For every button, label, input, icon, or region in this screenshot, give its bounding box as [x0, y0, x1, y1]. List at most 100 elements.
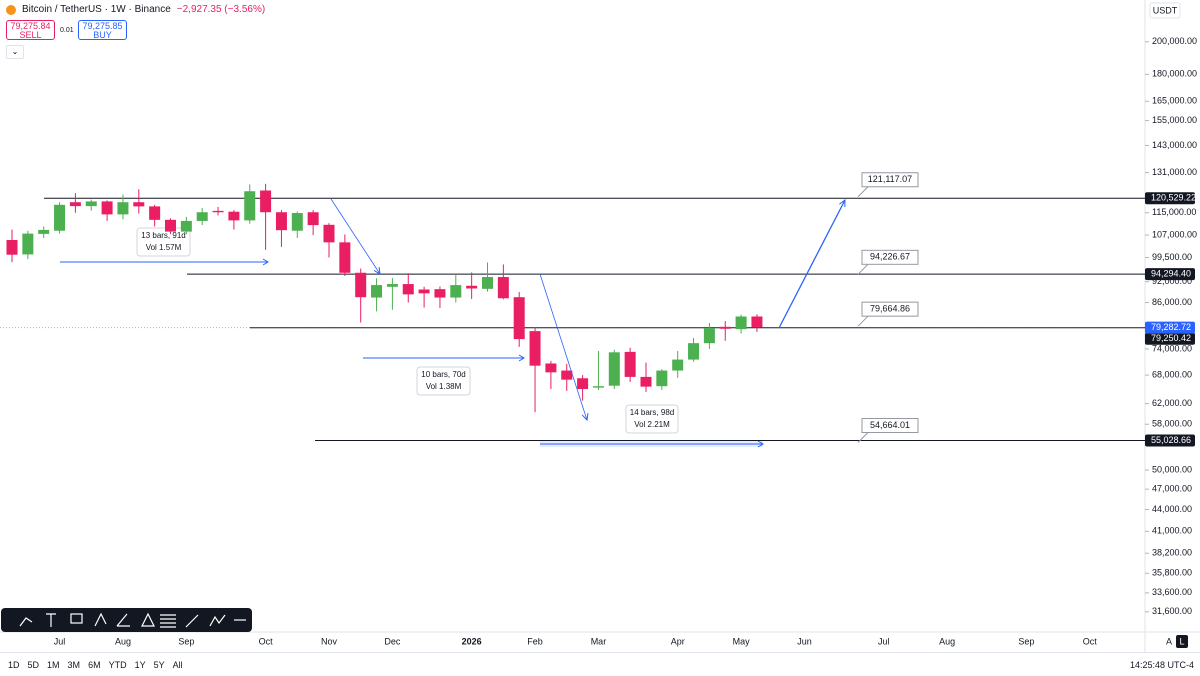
price-label-bg	[1145, 434, 1195, 447]
measure-volume: Vol 2.21M	[634, 420, 670, 429]
candle-body	[85, 201, 97, 207]
buy-button[interactable]: 79,275.85 BUY	[78, 20, 127, 40]
candle-body	[101, 201, 113, 215]
y-tick-label: 131,000.00	[1152, 167, 1197, 177]
x-tick-label: Feb	[527, 636, 543, 646]
tool-icon[interactable]	[70, 613, 83, 624]
candle-body	[688, 343, 700, 360]
toolbar-bg	[1, 608, 252, 632]
measure-box	[136, 227, 191, 257]
candle-body	[307, 212, 319, 226]
candle-body	[196, 212, 208, 221]
y-tick-label: 50,000.00	[1152, 464, 1192, 474]
scale-log[interactable]: L	[1179, 636, 1184, 646]
callout-box	[861, 418, 919, 434]
y-tick-label: 35,800.00	[1152, 568, 1192, 578]
candle-body	[291, 213, 303, 231]
tool-icon[interactable]	[160, 614, 176, 628]
candle-body	[339, 242, 351, 273]
candle-body	[434, 289, 446, 298]
tool-icon[interactable]	[185, 614, 199, 628]
timeframe-button[interactable]: 5D	[27, 659, 40, 670]
tool-icon[interactable]	[19, 617, 33, 627]
tool-icon[interactable]	[141, 612, 155, 627]
coin-icon	[6, 4, 16, 15]
candle-body	[22, 233, 34, 255]
trend-arrow-head	[581, 412, 589, 422]
y-tick-label: 62,000.00	[1152, 398, 1192, 408]
candle-body	[656, 370, 668, 387]
y-tick-label: 107,000.00	[1152, 229, 1197, 239]
trend-arrow	[330, 198, 381, 275]
trend-arrow	[778, 199, 846, 329]
currency[interactable]: USDT	[1153, 5, 1178, 15]
timeframe-button[interactable]: 1M	[47, 659, 60, 670]
tool-icon[interactable]	[94, 612, 107, 627]
candle-body	[577, 378, 589, 390]
y-tick-label: 155,000.00	[1152, 115, 1197, 125]
y-tick-label: 200,000.00	[1152, 36, 1197, 46]
callout-label: 54,664.01	[870, 420, 910, 430]
callout-leader	[857, 315, 869, 327]
callout-label: 121,117.07	[868, 174, 912, 184]
candle-body	[228, 211, 240, 221]
range-arrow-head	[757, 440, 764, 448]
trend-arrow-head	[373, 266, 381, 275]
candle-body	[133, 202, 145, 207]
candle-body	[497, 277, 509, 299]
timeframe-button[interactable]: 5Y	[153, 659, 165, 670]
measure-box	[416, 366, 471, 396]
candle-body	[719, 326, 731, 329]
collapse-button[interactable]: ⌄	[6, 45, 24, 59]
candle-body	[180, 220, 192, 232]
candle-body	[355, 272, 367, 298]
candle-body	[54, 204, 66, 231]
x-tick-label: Oct	[1083, 636, 1098, 646]
timeframe-button[interactable]: 6M	[88, 659, 101, 670]
range-arrow-head	[518, 354, 525, 362]
callout-label: 79,664.86	[870, 304, 910, 314]
timeframe-button[interactable]: All	[172, 659, 183, 670]
x-tick-label: Nov	[321, 636, 338, 646]
trend-arrow	[539, 273, 588, 421]
timeframe-button[interactable]: 1D	[8, 659, 20, 670]
scale-log-button[interactable]	[1176, 635, 1188, 648]
tool-icon[interactable]	[209, 614, 226, 627]
symbol[interactable]: Bitcoin / TetherUS · 1W · Binance	[22, 4, 171, 15]
timeframe-button[interactable]: YTD	[108, 659, 127, 670]
scale-auto[interactable]: A	[1166, 636, 1172, 646]
timeframe-button[interactable]: 3M	[67, 659, 81, 670]
sell-button[interactable]: 79,275.84 SELL	[6, 20, 55, 40]
y-tick-label: 86,000.00	[1152, 297, 1192, 307]
y-tick-label: 74,000.00	[1152, 343, 1192, 353]
candle-body	[402, 284, 414, 295]
trend-arrow-head	[839, 198, 846, 208]
measure-bars: 10 bars, 70d	[421, 370, 465, 379]
x-tick-label: Mar	[591, 636, 607, 646]
currency-button[interactable]	[1149, 2, 1181, 19]
tool-icon[interactable]	[46, 613, 56, 627]
drawing-toolbar	[1, 608, 252, 632]
price-label: 120,529.22	[1151, 193, 1196, 203]
candle-body	[561, 370, 573, 380]
candle-body	[703, 327, 715, 344]
x-tick-label: Dec	[384, 636, 401, 646]
tool-icon[interactable]	[116, 613, 130, 627]
y-tick-label: 44,000.00	[1152, 504, 1192, 514]
candle-body	[275, 212, 287, 231]
candle-body	[672, 359, 684, 371]
x-tick-label: Jun	[797, 636, 812, 646]
candle-body	[386, 284, 398, 287]
y-tick-label: 115,000.00	[1152, 207, 1196, 217]
x-tick-label: Sep	[178, 636, 194, 646]
candle-body	[624, 351, 636, 377]
callout-box	[861, 172, 919, 188]
chart: USDT A L 200,000.00 180,000.00 165,000.00 1…	[0, 0, 1200, 652]
timeframe-button[interactable]: 1Y	[134, 659, 146, 670]
callout-leader	[857, 186, 869, 198]
y-tick-label: 143,000.00	[1152, 140, 1197, 150]
measure-bars: 14 bars, 98d	[630, 408, 674, 417]
y-tick-label: 41,000.00	[1152, 526, 1192, 536]
candle-body	[608, 352, 620, 386]
